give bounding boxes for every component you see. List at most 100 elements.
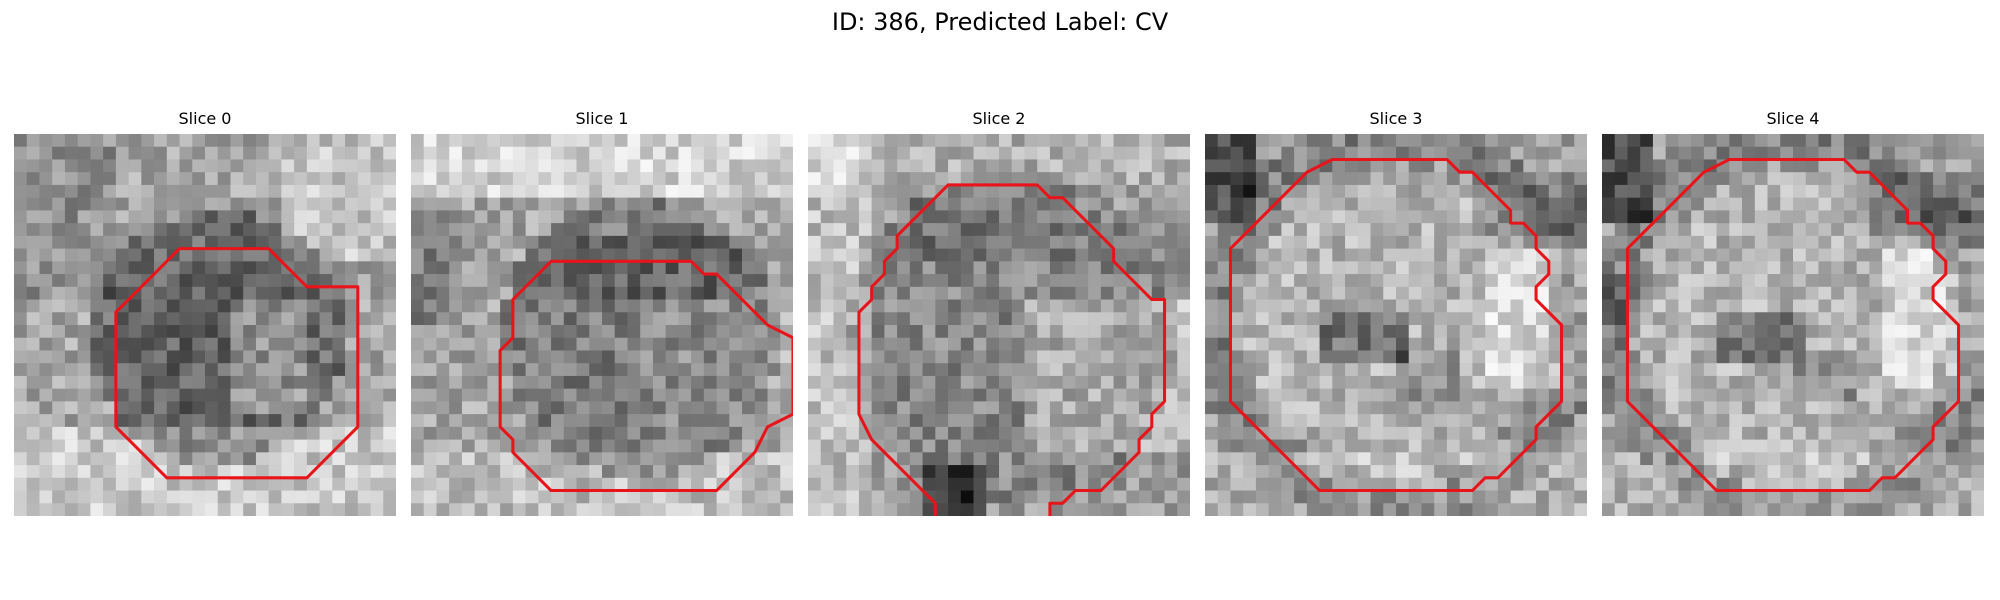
image-pixel	[1945, 477, 1959, 491]
image-pixel	[703, 159, 717, 173]
image-pixel	[1113, 401, 1127, 415]
image-pixel	[986, 184, 1000, 198]
image-pixel	[1729, 235, 1743, 249]
image-pixel	[1332, 375, 1346, 389]
image-pixel	[1088, 184, 1102, 198]
image-pixel	[39, 325, 53, 338]
image-pixel	[512, 350, 526, 364]
image-pixel	[935, 248, 949, 262]
image-pixel	[1126, 337, 1140, 351]
image-pixel	[357, 235, 371, 249]
image-pixel	[1281, 210, 1295, 224]
image-pixel	[1024, 452, 1038, 466]
image-pixel	[1561, 146, 1575, 160]
image-pixel	[14, 248, 27, 262]
image-pixel	[255, 414, 269, 428]
image-pixel	[1294, 350, 1308, 364]
image-pixel	[154, 197, 168, 211]
image-pixel	[1100, 426, 1114, 440]
image-pixel	[179, 235, 193, 249]
image-pixel	[1075, 375, 1089, 389]
image-pixel	[1294, 414, 1308, 428]
image-pixel	[1062, 146, 1076, 160]
image-pixel	[1945, 439, 1959, 453]
image-pixel	[820, 235, 834, 249]
image-pixel	[154, 477, 168, 491]
image-pixel	[1818, 490, 1832, 504]
image-pixel	[1958, 159, 1972, 173]
image-pixel	[1472, 261, 1486, 275]
image-pixel	[1396, 388, 1409, 402]
image-pixel	[678, 197, 692, 211]
image-pixel	[370, 274, 384, 288]
segmentation-contour	[1228, 157, 1564, 493]
image-pixel	[1574, 439, 1587, 453]
image-pixel	[935, 388, 949, 402]
image-pixel	[948, 490, 962, 504]
image-pixel	[1536, 184, 1550, 198]
image-pixel	[1614, 465, 1628, 479]
image-pixel	[474, 210, 488, 224]
image-pixel	[703, 375, 717, 389]
image-pixel	[77, 465, 91, 479]
image-pixel	[1126, 426, 1140, 440]
image-pixel	[884, 350, 898, 364]
image-pixel	[563, 477, 577, 491]
image-pixel	[833, 274, 847, 288]
image-pixel	[948, 235, 962, 249]
image-pixel	[973, 248, 987, 262]
image-pixel	[1421, 337, 1435, 351]
image-pixel	[1971, 235, 1984, 249]
image-pixel	[1024, 146, 1038, 160]
image-pixel	[1627, 477, 1641, 491]
image-pixel	[897, 184, 911, 198]
image-pixel	[52, 146, 66, 160]
image-pixel	[1958, 490, 1972, 504]
image-pixel	[1011, 414, 1025, 428]
image-pixel	[205, 388, 218, 402]
image-pixel	[243, 235, 257, 249]
image-pixel	[52, 337, 66, 351]
image-pixel	[1805, 490, 1819, 504]
image-pixel	[1472, 299, 1486, 313]
image-pixel	[1602, 375, 1615, 389]
image-pixel	[576, 248, 590, 262]
image-pixel	[1894, 363, 1908, 377]
image-pixel	[39, 223, 53, 237]
image-pixel	[1357, 184, 1371, 198]
image-pixel	[345, 414, 359, 428]
image-pixel	[716, 235, 730, 249]
image-pixel	[652, 337, 666, 351]
image-pixel	[306, 414, 320, 428]
image-pixel	[1536, 210, 1550, 224]
image-pixel	[1843, 388, 1857, 402]
image-pixel	[39, 375, 53, 389]
image-pixel	[1177, 134, 1190, 147]
image-pixel	[205, 503, 218, 516]
image-pixel	[449, 414, 463, 428]
image-pixel	[960, 134, 974, 147]
image-pixel	[1614, 325, 1628, 338]
image-pixel	[115, 184, 129, 198]
image-pixel	[1754, 503, 1768, 516]
image-pixel	[1151, 248, 1165, 262]
image-pixel	[1614, 337, 1628, 351]
image-pixel	[1907, 134, 1921, 147]
image-pixel	[461, 312, 475, 326]
image-pixel	[1523, 184, 1537, 198]
image-pixel	[1164, 134, 1178, 147]
image-pixel	[370, 375, 384, 389]
image-pixel	[1217, 477, 1231, 491]
image-pixel	[461, 274, 475, 288]
image-pixel	[1306, 388, 1320, 402]
image-pixel	[576, 261, 590, 275]
image-pixel	[1421, 375, 1435, 389]
image-pixel	[1971, 490, 1984, 504]
image-pixel	[1971, 134, 1984, 147]
image-pixel	[1678, 197, 1692, 211]
image-pixel	[1665, 159, 1679, 173]
image-pixel	[26, 184, 40, 198]
image-pixel	[268, 159, 282, 173]
image-pixel	[1920, 261, 1934, 275]
image-pixel	[332, 490, 346, 504]
